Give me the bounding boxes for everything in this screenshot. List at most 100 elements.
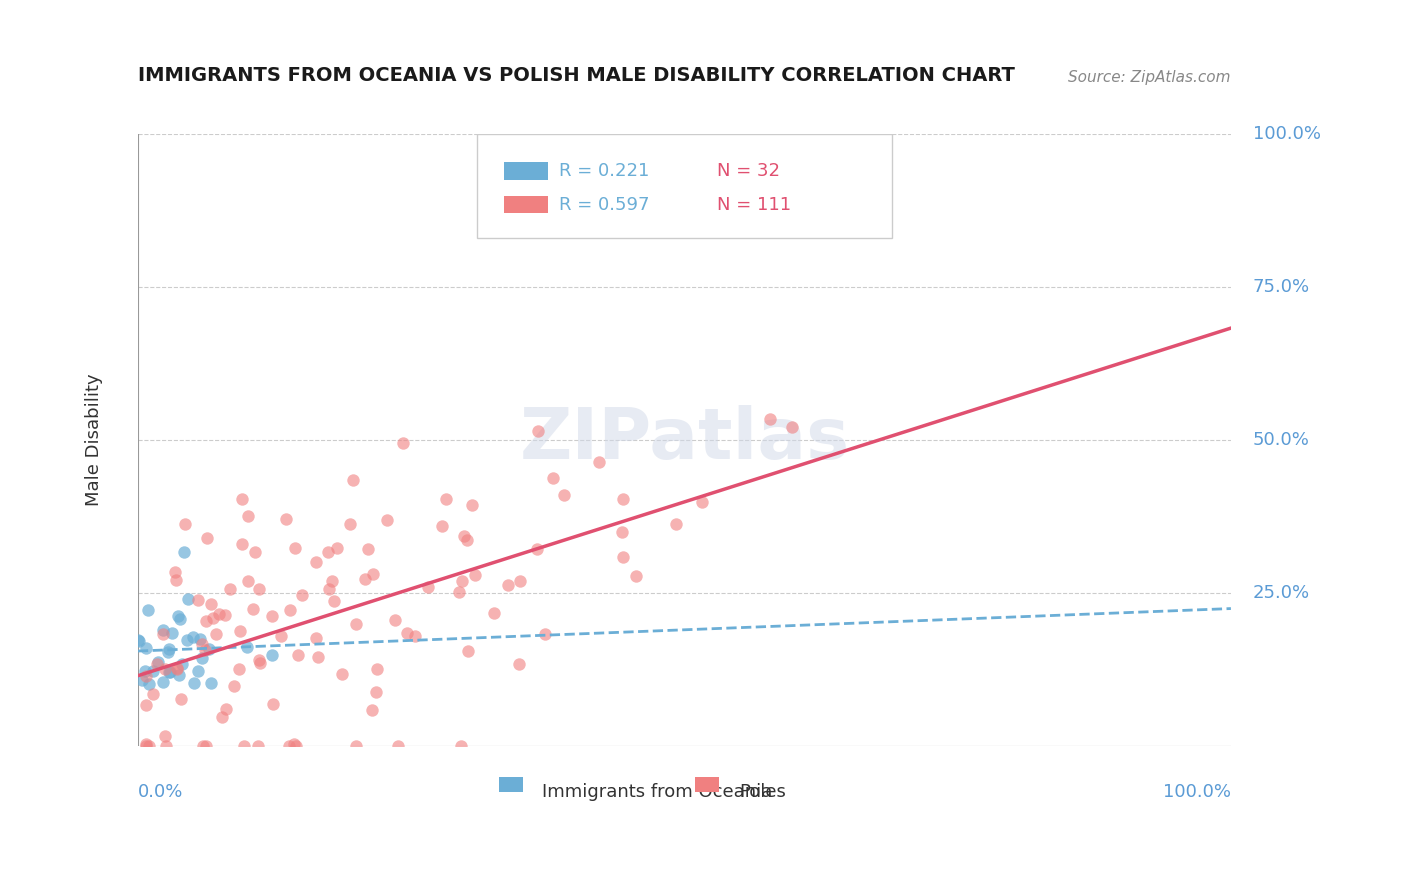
Point (456, 533, 478, 547)
Point (665, 517, 688, 532)
Point (541, 471, 564, 485)
Point (392, 435, 415, 450)
Point (211, 710, 233, 724)
Text: R = 0.597: R = 0.597 (558, 195, 650, 214)
Point (204, 627, 226, 641)
Point (131, 673, 153, 688)
Point (187, 593, 209, 607)
Point (527, 424, 550, 438)
Point (453, 529, 475, 543)
Point (361, 703, 384, 717)
Point (366, 662, 388, 676)
Point (173, 545, 195, 559)
Point (612, 550, 634, 565)
Point (612, 525, 634, 540)
Point (278, 603, 301, 617)
Point (270, 630, 292, 644)
Point (176, 632, 198, 647)
Point (307, 650, 329, 665)
Point (152, 674, 174, 689)
Text: 75.0%: 75.0% (1253, 277, 1310, 296)
Point (177, 591, 200, 606)
Point (136, 602, 159, 616)
Point (326, 541, 349, 556)
Text: 25.0%: 25.0% (1253, 584, 1310, 602)
Point (229, 624, 252, 638)
Text: Source: ZipAtlas.com: Source: ZipAtlas.com (1069, 70, 1230, 85)
Point (231, 492, 253, 507)
Point (153, 662, 176, 676)
Point (396, 625, 419, 640)
Point (157, 665, 180, 679)
Point (219, 582, 242, 597)
Point (247, 582, 270, 596)
Point (169, 667, 191, 681)
Point (416, 581, 439, 595)
Point (534, 626, 557, 640)
Point (200, 597, 222, 611)
Point (321, 574, 343, 589)
Point (526, 541, 548, 556)
Point (165, 565, 187, 579)
Point (284, 541, 307, 555)
Point (508, 657, 530, 672)
Text: N = 111: N = 111 (717, 195, 792, 214)
Point (202, 611, 225, 625)
Point (127, 632, 149, 647)
Point (339, 516, 361, 531)
Point (160, 625, 183, 640)
Point (247, 653, 270, 667)
Point (318, 582, 340, 596)
Point (146, 657, 169, 671)
Point (152, 627, 174, 641)
Text: IMMIGRANTS FROM OCEANIA VS POLISH MALE DISABILITY CORRELATION CHART: IMMIGRANTS FROM OCEANIA VS POLISH MALE D… (138, 65, 1015, 85)
Point (155, 739, 177, 754)
Bar (503, 196, 548, 213)
Point (260, 648, 283, 662)
Point (157, 641, 180, 656)
Point (181, 630, 204, 644)
Point (449, 584, 471, 599)
Point (692, 495, 714, 509)
Text: 0.0%: 0.0% (138, 783, 183, 801)
Point (285, 739, 308, 754)
Point (612, 491, 634, 506)
Text: Poles: Poles (740, 783, 786, 801)
Point (236, 640, 259, 654)
Point (157, 645, 180, 659)
Point (450, 739, 472, 754)
FancyBboxPatch shape (477, 134, 891, 238)
Point (354, 572, 377, 586)
Point (195, 739, 218, 754)
Point (135, 669, 157, 683)
Point (195, 531, 218, 545)
Point (305, 631, 328, 645)
Point (208, 607, 231, 622)
Point (198, 642, 221, 657)
Point (135, 739, 157, 754)
Point (170, 692, 193, 706)
Point (135, 698, 157, 712)
Point (344, 616, 367, 631)
Point (780, 420, 803, 434)
Point (323, 594, 346, 608)
Text: Male Disability: Male Disability (86, 374, 103, 507)
Text: R = 0.221: R = 0.221 (558, 162, 650, 180)
Point (222, 679, 245, 693)
Point (174, 516, 197, 531)
Point (482, 606, 505, 620)
Point (153, 730, 176, 744)
Point (262, 608, 284, 623)
Point (152, 623, 174, 637)
Point (375, 513, 398, 527)
Point (191, 651, 214, 665)
Point (246, 739, 269, 754)
Text: 100.0%: 100.0% (1163, 783, 1230, 801)
Point (274, 511, 297, 525)
Bar (503, 162, 548, 179)
Point (169, 612, 191, 626)
Point (166, 661, 188, 675)
Point (287, 648, 309, 662)
Point (195, 614, 218, 628)
Text: Immigrants from Oceania: Immigrants from Oceania (543, 783, 773, 801)
